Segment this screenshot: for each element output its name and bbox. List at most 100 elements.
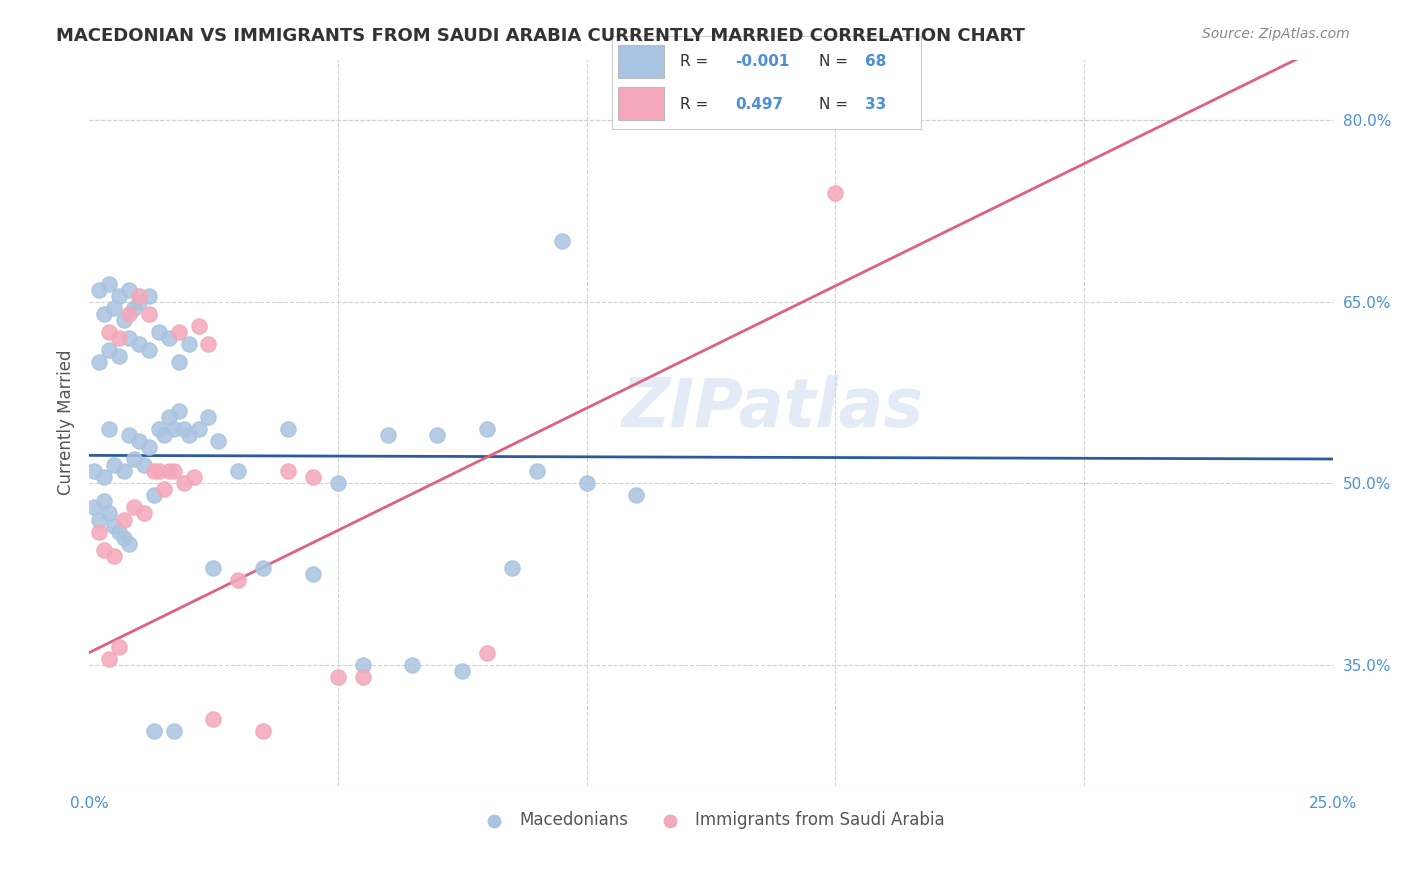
Point: [167, 403, 190, 417]
Point: [122, 500, 145, 515]
Point: [138, 440, 160, 454]
Point: [226, 464, 249, 478]
Point: [93, 470, 115, 484]
Point: [93, 494, 115, 508]
FancyBboxPatch shape: [617, 87, 664, 120]
Text: R =: R =: [679, 54, 713, 70]
Point: [352, 657, 374, 672]
Point: [401, 657, 423, 672]
Point: [128, 294, 150, 309]
Point: [173, 422, 195, 436]
Point: [575, 476, 598, 491]
Point: [108, 331, 131, 345]
Point: [148, 464, 170, 478]
Text: R =: R =: [679, 96, 717, 112]
Point: [93, 307, 115, 321]
Point: [824, 186, 846, 200]
Point: [83, 464, 105, 478]
Point: [132, 458, 155, 472]
Point: [103, 301, 125, 315]
Point: [626, 488, 648, 502]
Point: [138, 307, 160, 321]
Point: [302, 566, 325, 581]
Point: [108, 349, 131, 363]
Point: [526, 464, 548, 478]
Point: [87, 524, 110, 539]
Point: [98, 651, 121, 665]
Point: [142, 488, 165, 502]
Point: [87, 283, 110, 297]
Point: [277, 464, 299, 478]
Point: [118, 283, 141, 297]
Point: [550, 234, 572, 248]
Point: [122, 452, 145, 467]
Point: [326, 476, 349, 491]
Legend: Macedonians, Immigrants from Saudi Arabia: Macedonians, Immigrants from Saudi Arabi…: [471, 805, 950, 836]
Point: [163, 724, 186, 739]
Point: [163, 422, 186, 436]
Point: [501, 561, 523, 575]
Point: [108, 640, 131, 654]
Point: [87, 355, 110, 369]
Point: [118, 307, 141, 321]
Point: [83, 500, 105, 515]
Point: [98, 343, 121, 357]
Point: [118, 331, 141, 345]
Point: [128, 434, 150, 448]
Point: [108, 524, 131, 539]
Point: [152, 427, 174, 442]
Text: N =: N =: [818, 96, 852, 112]
Point: [426, 427, 449, 442]
Point: [98, 277, 121, 291]
Point: [132, 507, 155, 521]
Point: [93, 542, 115, 557]
Point: [142, 724, 165, 739]
Point: [177, 427, 200, 442]
Point: [197, 337, 219, 351]
Point: [138, 288, 160, 302]
Point: [207, 434, 229, 448]
Point: [173, 476, 195, 491]
Point: [183, 470, 205, 484]
Text: 0.497: 0.497: [735, 96, 783, 112]
Point: [87, 512, 110, 526]
Point: [103, 549, 125, 563]
Point: [118, 537, 141, 551]
Point: [252, 724, 274, 739]
Point: [152, 482, 174, 496]
Point: [226, 573, 249, 587]
Point: [187, 422, 209, 436]
Point: [187, 318, 209, 333]
Point: [103, 458, 125, 472]
Point: [202, 712, 225, 726]
Point: [128, 337, 150, 351]
Point: [148, 422, 170, 436]
Point: [167, 355, 190, 369]
Point: [148, 325, 170, 339]
Point: [157, 464, 180, 478]
Point: [108, 288, 131, 302]
Point: [302, 470, 325, 484]
Point: [377, 427, 399, 442]
Point: [98, 325, 121, 339]
Point: [128, 288, 150, 302]
Point: [202, 561, 225, 575]
Text: Source: ZipAtlas.com: Source: ZipAtlas.com: [1202, 27, 1350, 41]
Point: [197, 409, 219, 424]
Y-axis label: Currently Married: Currently Married: [58, 350, 75, 495]
Point: [163, 464, 186, 478]
Text: N =: N =: [818, 54, 852, 70]
Point: [475, 646, 498, 660]
Point: [112, 313, 135, 327]
Text: 68: 68: [865, 54, 887, 70]
Point: [167, 325, 190, 339]
Point: [326, 670, 349, 684]
FancyBboxPatch shape: [617, 45, 664, 78]
Point: [118, 427, 141, 442]
Point: [98, 507, 121, 521]
Point: [112, 512, 135, 526]
Point: [475, 422, 498, 436]
Point: [112, 464, 135, 478]
Text: -0.001: -0.001: [735, 54, 790, 70]
Point: [138, 343, 160, 357]
